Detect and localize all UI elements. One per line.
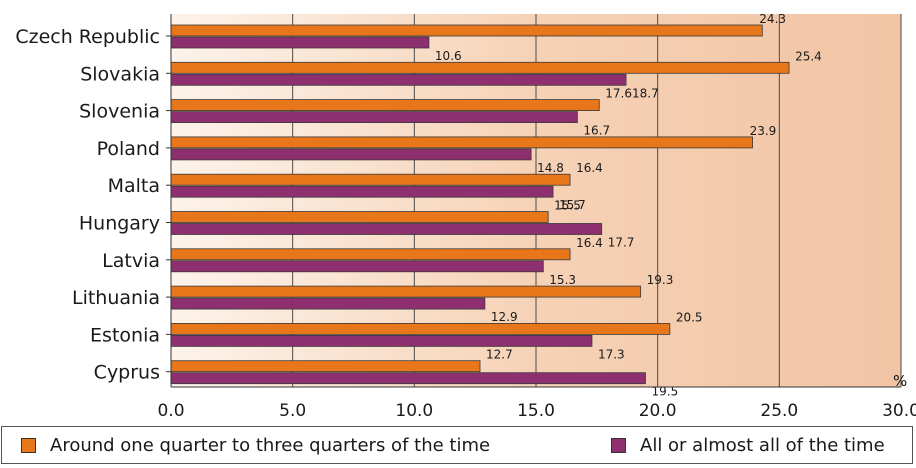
value-label: 16.4 xyxy=(576,236,603,250)
bar xyxy=(170,360,481,373)
category-label: Malta xyxy=(108,175,160,197)
bar xyxy=(170,99,600,111)
value-label: 17.7 xyxy=(608,236,635,250)
bar xyxy=(170,297,486,310)
x-tick-label: 10.0 xyxy=(395,401,433,421)
value-label: 15.7 xyxy=(559,198,586,212)
bar xyxy=(170,173,571,186)
value-label: 23.9 xyxy=(750,124,777,138)
value-label: 25.4 xyxy=(795,49,822,63)
value-label: 19.5 xyxy=(652,385,679,399)
bar xyxy=(170,211,549,223)
value-label: 10.6 xyxy=(435,49,462,63)
bar xyxy=(170,372,646,385)
legend-item-series-1: Around one quarter to three quarters of … xyxy=(21,435,490,456)
bar xyxy=(170,111,578,123)
bar xyxy=(170,260,544,273)
category-label: Cyprus xyxy=(94,362,160,384)
axes: 0.0 5.0 10.0 15.0 20.0 25.0 30.0 xyxy=(157,14,916,421)
bar xyxy=(170,223,603,235)
x-tick-label: 0.0 xyxy=(157,401,184,421)
category-label: Lithuania xyxy=(72,287,160,309)
bar xyxy=(170,334,593,347)
x-tick-label: 25.0 xyxy=(760,401,798,421)
value-label: 15.3 xyxy=(549,273,576,287)
bar xyxy=(170,322,671,335)
category-label: Slovakia xyxy=(80,63,160,85)
legend-item-series-2: All or almost all of the time xyxy=(611,435,885,456)
bar xyxy=(170,285,642,298)
category-label: Estonia xyxy=(90,324,160,346)
value-label: 20.5 xyxy=(676,310,703,324)
value-label: 16.4 xyxy=(576,161,603,175)
x-tick-label: 15.0 xyxy=(517,401,555,421)
bar xyxy=(170,185,554,198)
bar xyxy=(170,73,627,86)
value-label: 12.7 xyxy=(486,348,513,362)
unit-label: % xyxy=(893,372,907,390)
legend-label: All or almost all of the time xyxy=(640,435,885,456)
bar-chart: Czech Republic 24.3 10.6 Slovakia 25.4 18.7 Sl… xyxy=(15,12,916,421)
value-label: 15.5 xyxy=(554,199,581,213)
category-label: Czech Republic xyxy=(15,26,160,48)
value-label: 19.3 xyxy=(647,273,674,287)
value-label: 17.3 xyxy=(598,347,625,361)
legend-swatch-purple xyxy=(611,438,626,453)
bar xyxy=(170,36,430,49)
bar xyxy=(170,248,571,261)
category-label: Poland xyxy=(97,138,160,160)
bar xyxy=(170,24,763,37)
value-label: 14.8 xyxy=(537,161,564,175)
x-tick-label: 20.0 xyxy=(639,401,677,421)
bar xyxy=(170,148,532,161)
category-label: Slovenia xyxy=(79,101,160,123)
bar xyxy=(170,136,753,149)
legend-swatch-orange xyxy=(21,438,36,453)
x-tick-label: 30.0 xyxy=(882,401,916,421)
value-label: 12.9 xyxy=(491,310,518,324)
category-label: Latvia xyxy=(102,250,160,272)
value-label: 16.7 xyxy=(583,124,610,138)
x-tick-label: 5.0 xyxy=(279,401,306,421)
bar xyxy=(170,61,790,74)
value-label: 24.3 xyxy=(759,12,786,26)
legend-label: Around one quarter to three quarters of … xyxy=(50,435,491,456)
legend: Around one quarter to three quarters of … xyxy=(1,426,913,464)
value-label: 17.6 xyxy=(605,87,632,101)
category-label: Hungary xyxy=(79,213,160,235)
labels: Czech Republic 24.3 10.6 Slovakia 25.4 18.7 Sl… xyxy=(15,12,821,399)
value-label: 18.7 xyxy=(632,86,659,100)
